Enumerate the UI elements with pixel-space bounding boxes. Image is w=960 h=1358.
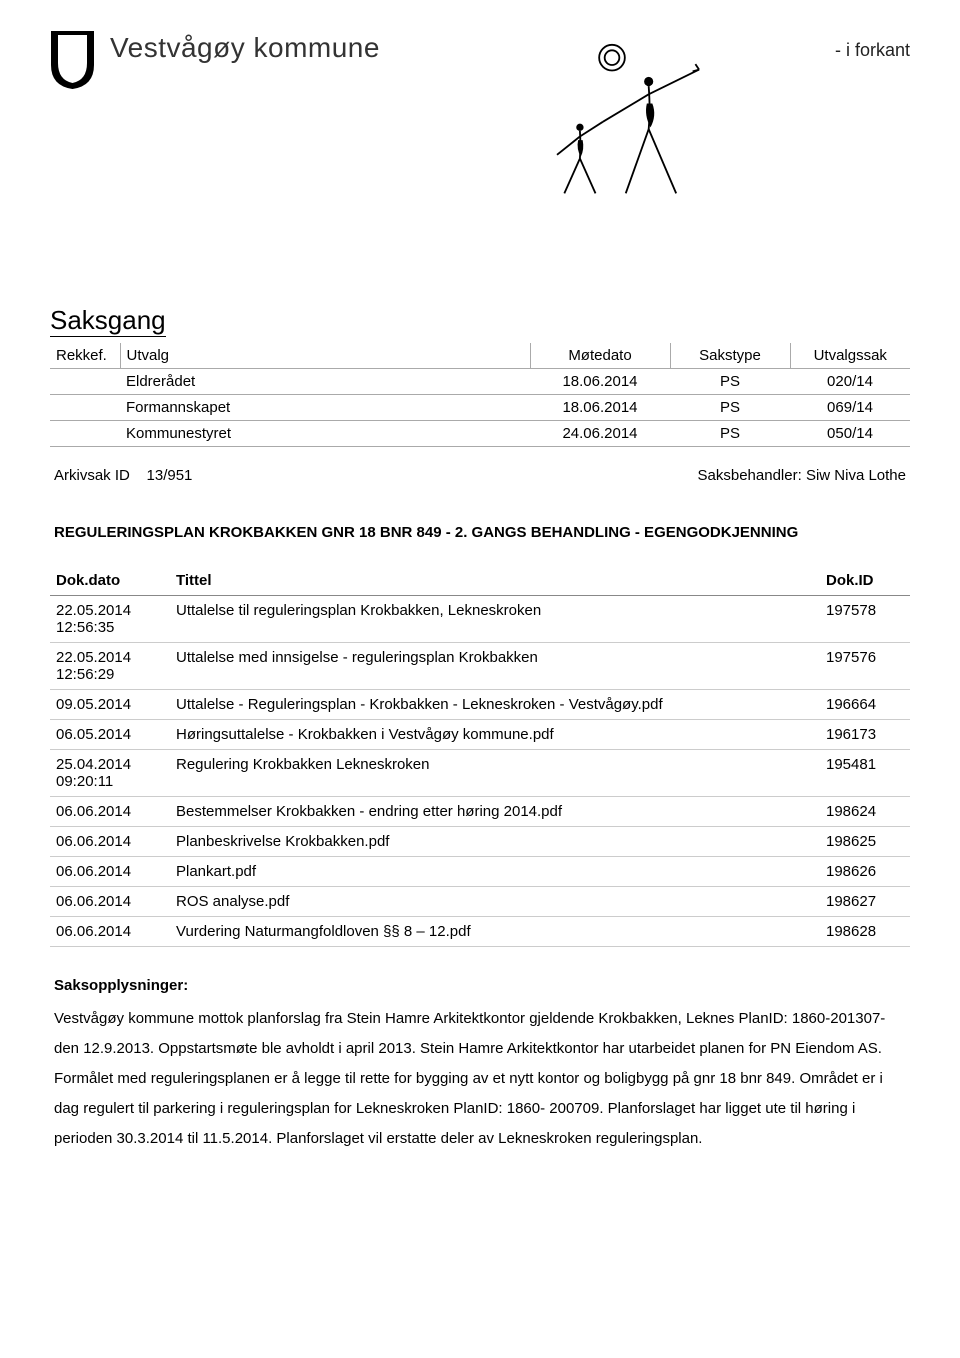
cell-dokdato: 25.04.201409:20:11 — [50, 750, 170, 797]
col-sak: Utvalgssak — [790, 343, 910, 369]
cell-dokdato: 06.06.2014 — [50, 857, 170, 887]
col-dokdato: Dok.dato — [50, 566, 170, 596]
cell-dokid: 197578 — [820, 596, 910, 643]
table-row: Eldrerådet18.06.2014PS020/14 — [50, 369, 910, 395]
cell-sak: 069/14 — [790, 395, 910, 421]
page-header: Vestvågøy kommune - i forkant — [50, 30, 910, 210]
cell-dokdato: 22.05.201412:56:29 — [50, 643, 170, 690]
org-name: Vestvågøy kommune — [110, 32, 380, 64]
cell-dokid: 198627 — [820, 887, 910, 917]
tagline: - i forkant — [835, 40, 910, 61]
cell-rekkef — [50, 421, 120, 447]
table-row: Formannskapet18.06.2014PS069/14 — [50, 395, 910, 421]
stick-figures-icon — [482, 30, 722, 210]
table-row: 06.06.2014Vurdering Naturmangfoldloven §… — [50, 917, 910, 947]
table-row: 06.06.2014Bestemmelser Krokbakken - endr… — [50, 797, 910, 827]
table-row: 06.06.2014ROS analyse.pdf198627 — [50, 887, 910, 917]
body-text: Vestvågøy kommune mottok planforslag fra… — [50, 1004, 910, 1154]
col-type: Sakstype — [670, 343, 790, 369]
cell-utvalg: Kommunestyret — [120, 421, 530, 447]
cell-dokdato: 09.05.2014 — [50, 690, 170, 720]
cell-tittel: Bestemmelser Krokbakken - endring etter … — [170, 797, 820, 827]
cell-sak: 050/14 — [790, 421, 910, 447]
cell-dokid: 197576 — [820, 643, 910, 690]
cell-rekkef — [50, 369, 120, 395]
cell-dokdato: 06.06.2014 — [50, 917, 170, 947]
table-row: Kommunestyret24.06.2014PS050/14 — [50, 421, 910, 447]
cell-dokid: 196173 — [820, 720, 910, 750]
table-row: 06.06.2014Plankart.pdf198626 — [50, 857, 910, 887]
cell-tittel: Regulering Krokbakken Lekneskroken — [170, 750, 820, 797]
org-brand: Vestvågøy kommune — [50, 30, 380, 90]
documents-table: Dok.dato Tittel Dok.ID 22.05.201412:56:3… — [50, 566, 910, 947]
cell-sak: 020/14 — [790, 369, 910, 395]
saksbehandler-label: Saksbehandler: — [698, 467, 802, 484]
cell-dokid: 198626 — [820, 857, 910, 887]
cell-type: PS — [670, 395, 790, 421]
cell-tittel: ROS analyse.pdf — [170, 887, 820, 917]
case-meta: Arkivsak ID 13/951 Saksbehandler: Siw Ni… — [50, 467, 910, 484]
cell-dokid: 198625 — [820, 827, 910, 857]
cell-dato: 18.06.2014 — [530, 369, 670, 395]
saksbehandler: Saksbehandler: Siw Niva Lothe — [698, 467, 906, 484]
cell-utvalg: Formannskapet — [120, 395, 530, 421]
cell-tittel: Vurdering Naturmangfoldloven §§ 8 – 12.p… — [170, 917, 820, 947]
table-row: 22.05.201412:56:35Uttalelse til reguleri… — [50, 596, 910, 643]
cell-utvalg: Eldrerådet — [120, 369, 530, 395]
cell-dokdato: 06.06.2014 — [50, 797, 170, 827]
arkivsak-label: Arkivsak ID — [54, 467, 130, 484]
cell-dokid: 196664 — [820, 690, 910, 720]
cell-tittel: Uttalelse - Reguleringsplan - Krokbakken… — [170, 690, 820, 720]
cell-dokdato: 22.05.201412:56:35 — [50, 596, 170, 643]
table-row: 09.05.2014Uttalelse - Reguleringsplan - … — [50, 690, 910, 720]
col-utvalg: Utvalg — [120, 343, 530, 369]
body-heading: Saksopplysninger: — [50, 977, 910, 994]
cell-tittel: Uttalelse med innsigelse - reguleringspl… — [170, 643, 820, 690]
saksgang-heading: Saksgang — [50, 305, 166, 337]
saksbehandler-value: Siw Niva Lothe — [806, 467, 906, 484]
cell-tittel: Planbeskrivelse Krokbakken.pdf — [170, 827, 820, 857]
cell-tittel: Plankart.pdf — [170, 857, 820, 887]
shield-logo-icon — [50, 30, 95, 90]
cell-dokid: 198628 — [820, 917, 910, 947]
cell-dokdato: 06.06.2014 — [50, 887, 170, 917]
arkivsak-value: 13/951 — [147, 467, 193, 484]
table-row: 06.05.2014Høringsuttalelse - Krokbakken … — [50, 720, 910, 750]
cell-dokid: 195481 — [820, 750, 910, 797]
cell-tittel: Uttalelse til reguleringsplan Krokbakken… — [170, 596, 820, 643]
col-rekkef: Rekkef. — [50, 343, 120, 369]
cell-tittel: Høringsuttalelse - Krokbakken i Vestvågø… — [170, 720, 820, 750]
cell-dato: 18.06.2014 — [530, 395, 670, 421]
col-tittel: Tittel — [170, 566, 820, 596]
cell-dokdato: 06.05.2014 — [50, 720, 170, 750]
col-dato: Møtedato — [530, 343, 670, 369]
cell-type: PS — [670, 421, 790, 447]
col-dokid: Dok.ID — [820, 566, 910, 596]
saksgang-table: Rekkef. Utvalg Møtedato Sakstype Utvalgs… — [50, 343, 910, 447]
table-row: 06.06.2014Planbeskrivelse Krokbakken.pdf… — [50, 827, 910, 857]
header-illustration — [380, 30, 825, 210]
table-row: 25.04.201409:20:11Regulering Krokbakken … — [50, 750, 910, 797]
cell-dokdato: 06.06.2014 — [50, 827, 170, 857]
cell-rekkef — [50, 395, 120, 421]
cell-dato: 24.06.2014 — [530, 421, 670, 447]
case-title: REGULERINGSPLAN KROKBAKKEN GNR 18 BNR 84… — [50, 524, 910, 541]
table-row: 22.05.201412:56:29Uttalelse med innsigel… — [50, 643, 910, 690]
cell-dokid: 198624 — [820, 797, 910, 827]
arkivsak: Arkivsak ID 13/951 — [54, 467, 192, 484]
cell-type: PS — [670, 369, 790, 395]
